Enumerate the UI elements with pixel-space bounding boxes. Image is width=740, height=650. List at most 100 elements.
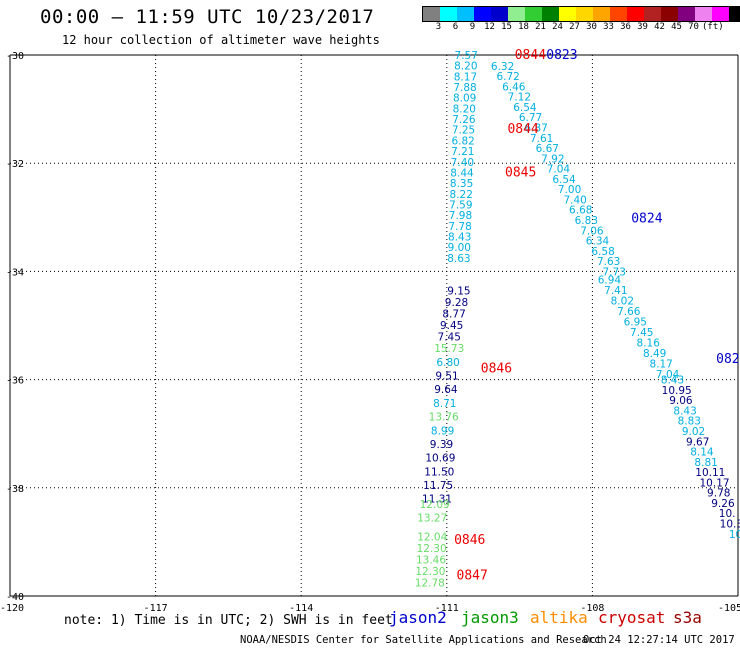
colorbar-swatch bbox=[729, 7, 740, 21]
colorbar-swatch bbox=[661, 7, 678, 21]
colorbar-swatch bbox=[491, 7, 508, 21]
satellite-legend-s3a: s3a bbox=[673, 608, 702, 627]
wave-height-value: 6.94 bbox=[598, 275, 622, 287]
colorbar-label: (ft) bbox=[702, 22, 724, 32]
wave-height-value: 6.80 bbox=[436, 357, 459, 369]
wave-height-value: 15.73 bbox=[434, 343, 464, 355]
data-values: 7.578.208.177.888.098.207.267.256.827.21… bbox=[415, 50, 740, 589]
satellite-legend-jason2: jason2 bbox=[389, 608, 447, 627]
wave-height-value: 6.68 bbox=[569, 205, 592, 217]
wave-height-value: 6.77 bbox=[519, 112, 542, 124]
satellite-legend-jason3: jason3 bbox=[461, 608, 519, 627]
x-tick-label: -105 bbox=[718, 603, 740, 614]
colorbar-label: 12 bbox=[484, 22, 495, 32]
wave-height-value: 9.67 bbox=[686, 436, 709, 448]
wave-height-value: 7.21 bbox=[451, 146, 474, 158]
colorbar-label: 3 bbox=[435, 22, 442, 32]
wave-height-value: 6.32 bbox=[491, 61, 514, 73]
colorbar-swatch bbox=[678, 7, 695, 21]
wave-height-value: 6.67 bbox=[536, 143, 559, 155]
note-text: note: 1) Time is in UTC; 2) SWH is in fe… bbox=[64, 613, 393, 628]
wave-height-value: 10. bbox=[719, 508, 736, 520]
colorbar-label: 39 bbox=[637, 22, 648, 32]
wave-height-value: 7.45 bbox=[438, 331, 461, 343]
colorbar-swatch bbox=[559, 7, 576, 21]
y-tick-label: -38 bbox=[6, 484, 24, 495]
wave-height-value: 7.88 bbox=[453, 82, 476, 94]
colorbar-label: 45 bbox=[671, 22, 682, 32]
y-tick-label: -40 bbox=[6, 592, 24, 603]
wave-height-value: 10.3 bbox=[720, 519, 740, 531]
wave-height-value: 13.27 bbox=[417, 513, 447, 525]
wave-height-value: 7.00 bbox=[558, 184, 581, 196]
wave-height-value: 10 bbox=[729, 529, 740, 541]
wave-height-value: 11.31 bbox=[422, 494, 452, 506]
colorbar-swatch bbox=[627, 7, 644, 21]
wave-height-value: 7.92 bbox=[541, 153, 564, 165]
wave-height-value: 12.30 bbox=[415, 566, 445, 578]
x-tick-label: -108 bbox=[580, 603, 604, 614]
colorbar-label: 27 bbox=[569, 22, 580, 32]
x-tick-label: -117 bbox=[144, 603, 168, 614]
x-tick-label: -111 bbox=[435, 603, 459, 614]
wave-height-value: 8.16 bbox=[637, 338, 661, 350]
wave-height-value: 9.26 bbox=[711, 498, 735, 510]
wave-height-value: 7.12 bbox=[508, 92, 531, 104]
y-tick-label: -36 bbox=[6, 376, 24, 387]
wave-height-value: 11.50 bbox=[424, 466, 454, 478]
wave-height-value: 7.45 bbox=[630, 327, 653, 339]
wave-height-value: 8.83 bbox=[678, 416, 701, 428]
plot-frame bbox=[9, 54, 739, 597]
wave-height-value: 7.57 bbox=[455, 50, 478, 62]
wave-height-value: 6.58 bbox=[591, 246, 614, 258]
wave-height-value: 7.59 bbox=[449, 199, 472, 211]
wave-height-value: 9.00 bbox=[448, 242, 471, 254]
wave-height-value: 8.09 bbox=[453, 93, 476, 105]
satellite-legend-altika: altika bbox=[530, 608, 588, 627]
wave-height-value: 8.81 bbox=[694, 457, 717, 469]
wave-height-value: 7.98 bbox=[449, 210, 472, 222]
wave-height-value: 10.95 bbox=[662, 385, 692, 397]
credit-text: NOAA/NESDIS Center for Satellite Applica… bbox=[240, 634, 607, 646]
wave-height-value: 9.28 bbox=[445, 297, 468, 309]
colorbar-swatch bbox=[593, 7, 610, 21]
time-label: 0823 bbox=[546, 48, 577, 63]
wave-height-value: 7.61 bbox=[530, 133, 553, 145]
wave-height-value: 13.46 bbox=[416, 554, 446, 566]
x-tick-label: -114 bbox=[289, 603, 313, 614]
colorbar-label: 33 bbox=[603, 22, 614, 32]
wave-height-value: 8.99 bbox=[431, 425, 454, 437]
wave-height-value: 8.17 bbox=[454, 71, 477, 83]
colorbar-swatch bbox=[423, 7, 440, 21]
time-labels: 084408230844084508240825084608460847 bbox=[454, 48, 740, 583]
wave-height-value: 7.78 bbox=[448, 221, 471, 233]
wave-height-value: 9.06 bbox=[669, 395, 693, 407]
wave-height-value: 7.04 bbox=[656, 369, 680, 381]
colorbar bbox=[422, 6, 740, 22]
y-tick-label: -34 bbox=[6, 267, 24, 278]
wave-height-value: 8.71 bbox=[433, 398, 456, 410]
wave-height-value: 6.82 bbox=[451, 135, 474, 147]
wave-height-value: 8.02 bbox=[611, 296, 634, 308]
wave-height-value: 8.17 bbox=[649, 359, 672, 371]
time-label: 0844 bbox=[507, 122, 538, 137]
colorbar-label: 42 bbox=[654, 22, 665, 32]
wave-height-value: 6.87 bbox=[524, 122, 547, 134]
wave-height-value: 9.02 bbox=[682, 426, 705, 438]
time-label: 0846 bbox=[481, 362, 512, 377]
colorbar-label: 18 bbox=[518, 22, 529, 32]
axis-ticks: -120 -117 -114 -111 -108 -105 -30 -32 -34 -36 -38 -… bbox=[0, 51, 740, 614]
wave-height-value: 7.40 bbox=[563, 194, 586, 206]
wave-height-value: 7.40 bbox=[451, 157, 474, 169]
wave-height-value: 13.76 bbox=[429, 412, 459, 424]
colorbar-label: 70 bbox=[688, 22, 699, 32]
wave-height-value: 8.49 bbox=[643, 348, 666, 360]
wave-height-value: 10.69 bbox=[425, 453, 455, 465]
wave-height-value: 12.09 bbox=[420, 499, 450, 511]
colorbar-swatch bbox=[474, 7, 491, 21]
wave-height-value: 11.75 bbox=[423, 480, 453, 492]
time-label: 0844 bbox=[515, 48, 546, 63]
colorbar-swatch bbox=[610, 7, 627, 21]
wave-height-value: 9.64 bbox=[434, 384, 458, 396]
colorbar-swatch bbox=[508, 7, 525, 21]
